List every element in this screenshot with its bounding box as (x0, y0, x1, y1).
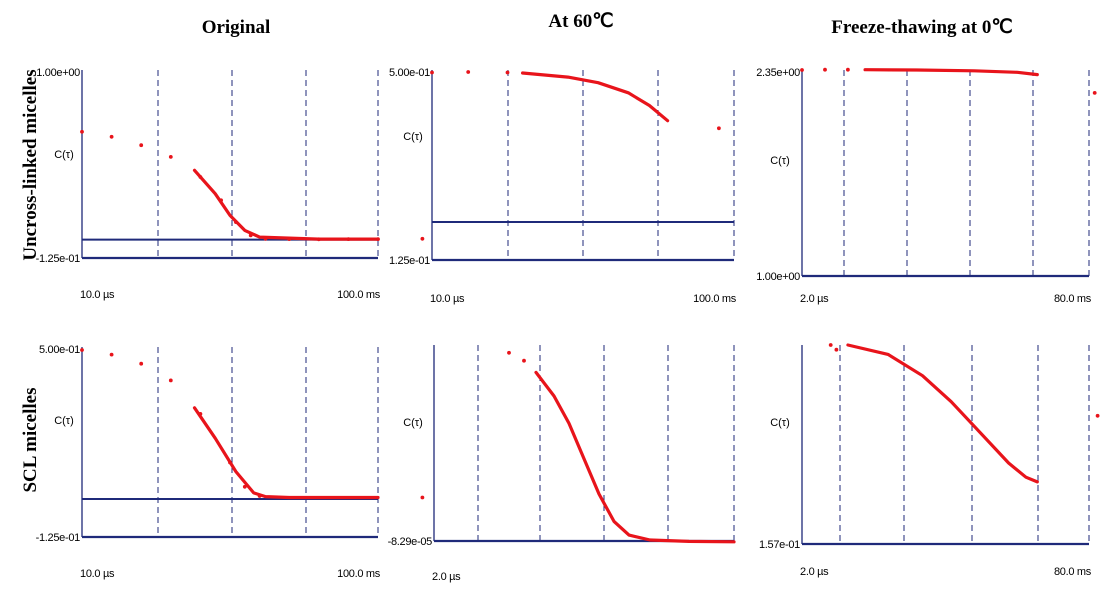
y-top-tick-label: 2.35e+00 (756, 67, 800, 79)
y-bottom-tick-label: -1.25e-01 (36, 253, 81, 265)
data-point (198, 412, 203, 416)
x-end-tick-label: 100.0 ms (337, 289, 381, 301)
y-top-tick-label: 1.00e+00 (36, 67, 80, 79)
data-point (80, 129, 84, 134)
x-end-tick-label: 100.0 ms (337, 568, 381, 580)
data-point (242, 484, 247, 489)
panel-scl-freeze: 1.57e-01 2.0 µs 80.0 ms C(τ) (759, 343, 1100, 578)
data-point (287, 237, 292, 242)
data-point (168, 378, 173, 383)
data-point (376, 237, 380, 242)
data-curve (192, 406, 380, 500)
data-point (420, 236, 425, 241)
column-title-freeze: Freeze-thawing at 0℃ (831, 17, 1012, 38)
data-point (257, 494, 262, 498)
data-point (505, 70, 510, 75)
x-start-tick-label: 2.0 µs (432, 571, 461, 583)
column-title-60c: At 60℃ (548, 11, 613, 32)
x-start-tick-label: 2.0 µs (800, 566, 829, 578)
data-point (846, 67, 850, 72)
data-point (139, 361, 144, 366)
data-point (346, 237, 351, 242)
panel-scl-60c: -8.29e-05 2.0 µs C(τ) (388, 345, 736, 583)
data-curve (521, 71, 670, 123)
x-end-tick-label: 80.0 ms (1054, 566, 1092, 578)
y-top-tick-label: 5.00e-01 (389, 67, 430, 79)
data-point (228, 460, 232, 465)
data-point (466, 70, 471, 74)
panel-uncross-freeze: 2.35e+00 1.00e+002.0 µs 80.0 ms C(τ) (756, 67, 1097, 305)
data-point (109, 134, 114, 139)
data-point (430, 70, 434, 75)
y-bottom-tick-label: -8.29e-05 (388, 536, 433, 548)
data-point (420, 495, 425, 500)
data-point (522, 358, 526, 363)
data-point (263, 236, 268, 241)
y-top-tick-label: 5.00e-01 (39, 344, 80, 356)
x-start-tick-label: 10.0 µs (80, 568, 115, 580)
panel-uncross-60c: 5.00e-01 1.25e-01 10.0 µs 100.0 ms C(τ) (389, 67, 737, 305)
data-point (823, 67, 827, 72)
data-curve (534, 370, 736, 544)
data-point (1095, 413, 1100, 418)
data-point (828, 343, 833, 347)
x-end-tick-label: 100.0 ms (693, 293, 737, 305)
column-title-original: Original (202, 17, 271, 38)
row-title-uncross: Uncross-linked micelles (20, 69, 41, 260)
data-curve (863, 68, 1039, 77)
panel-scl-original: 5.00e-01 -1.25e-01 10.0 µs 100.0 ms C(τ) (36, 344, 425, 580)
data-point (234, 220, 238, 225)
data-point (219, 198, 224, 203)
data-curve (192, 168, 380, 241)
y-bottom-tick-label: 1.57e-01 (759, 539, 800, 551)
y-bottom-tick-label: 1.25e-01 (389, 255, 430, 267)
data-point (168, 155, 173, 159)
data-point (109, 352, 114, 357)
x-end-tick-label: 80.0 ms (1054, 293, 1092, 305)
x-start-tick-label: 10.0 µs (80, 289, 115, 301)
x-start-tick-label: 2.0 µs (800, 293, 829, 305)
y-axis-label: C(τ) (770, 417, 790, 429)
y-axis-label: C(τ) (403, 417, 423, 429)
data-point (717, 126, 721, 131)
data-point (248, 233, 253, 238)
data-point (198, 175, 203, 179)
data-point (507, 350, 511, 355)
data-point (80, 348, 84, 352)
data-point (800, 68, 804, 72)
y-axis-label: C(τ) (54, 149, 74, 161)
data-point (139, 143, 144, 148)
y-axis-label: C(τ) (403, 131, 423, 143)
panel-uncross-original: 1.00e+00 -1.25e-01 10.0 µs 100.0 ms C(τ) (36, 67, 425, 301)
data-point (834, 347, 839, 352)
y-bottom-tick-label: -1.25e-01 (36, 532, 81, 544)
row-title-scl: SCL micelles (20, 387, 41, 492)
y-bottom-tick-label: 1.00e+00 (756, 271, 800, 283)
y-axis-label: C(τ) (54, 415, 74, 427)
data-curve (846, 343, 1039, 484)
x-start-tick-label: 10.0 µs (430, 293, 465, 305)
y-axis-label: C(τ) (770, 155, 790, 167)
data-point (1092, 91, 1097, 95)
data-point (316, 237, 321, 242)
